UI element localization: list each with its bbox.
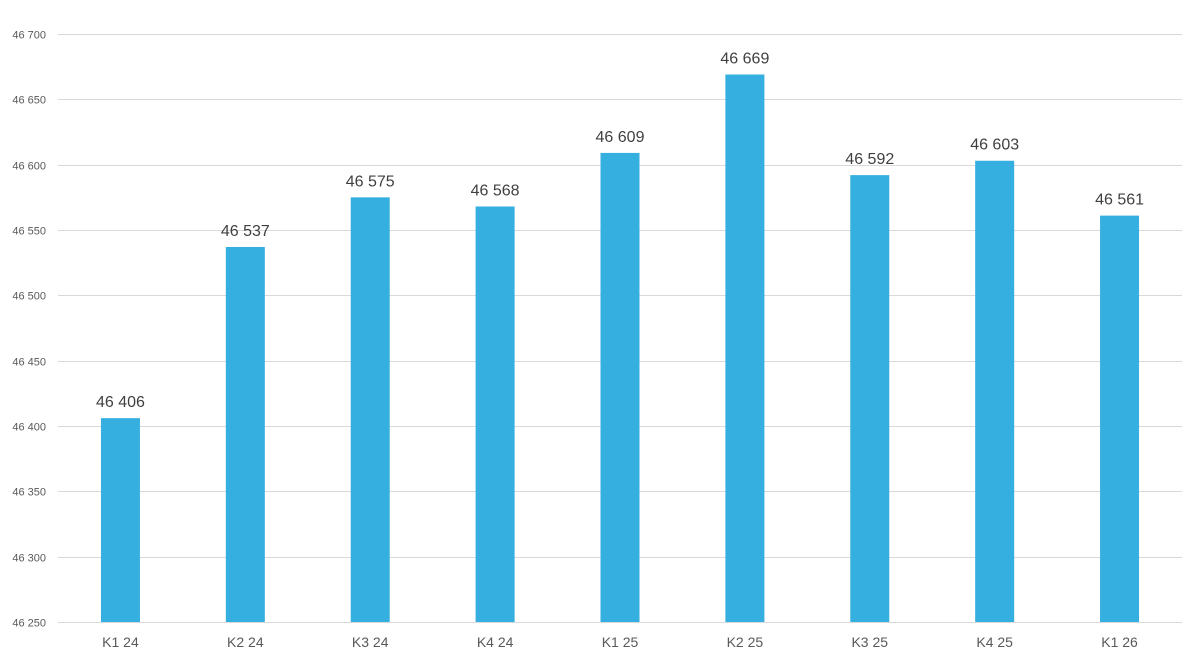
x-tick-label: K3 24 [352, 634, 389, 650]
y-tick-label: 46 650 [12, 95, 46, 107]
bar [850, 175, 890, 622]
bar [1100, 215, 1140, 623]
x-tick-label: K1 26 [1101, 634, 1138, 650]
y-tick-label: 46 700 [12, 30, 46, 42]
x-tick-label: K3 25 [851, 634, 888, 650]
x-axis-ticks: K1 24 K2 24 K3 24 K4 24 K1 25 K2 25 K3 25 K4 25… [102, 634, 1138, 650]
y-tick-label: 46 400 [12, 422, 46, 434]
x-tick-label: K2 25 [727, 634, 764, 650]
data-label: 46 592 [845, 151, 894, 168]
bar [350, 197, 390, 623]
bar [975, 160, 1015, 622]
y-tick-label: 46 450 [12, 357, 46, 369]
x-tick-label: K4 25 [976, 634, 1013, 650]
data-label: 46 603 [970, 137, 1019, 154]
bar [225, 246, 265, 622]
bar [100, 418, 140, 622]
data-label: 46 669 [720, 51, 769, 68]
bar [600, 152, 640, 622]
y-tick-label: 46 600 [12, 161, 46, 173]
x-tick-label: K2 24 [227, 634, 264, 650]
data-label: 46 568 [471, 182, 520, 199]
bar [475, 206, 515, 623]
y-tick-label: 46 500 [12, 291, 46, 303]
x-tick-label: K4 24 [477, 634, 514, 650]
data-label: 46 575 [346, 173, 395, 190]
data-label: 46 561 [1095, 192, 1144, 209]
bars [100, 74, 1140, 623]
y-tick-label: 46 250 [12, 618, 46, 630]
y-tick-label: 46 300 [12, 553, 46, 565]
bar [725, 74, 765, 623]
y-tick-label: 46 350 [12, 487, 46, 499]
x-tick-label: K1 24 [102, 634, 139, 650]
x-tick-label: K1 25 [602, 634, 639, 650]
data-label: 46 537 [221, 223, 270, 240]
data-label: 46 609 [596, 129, 645, 146]
y-axis-ticks: 46 250 46 300 46 350 46 400 46 450 46 500 46 5… [12, 30, 46, 630]
data-label: 46 406 [96, 394, 145, 411]
data-labels: 46 406 46 537 46 575 46 568 46 609 46 669 46 5… [96, 51, 1144, 412]
y-tick-label: 46 550 [12, 226, 46, 238]
